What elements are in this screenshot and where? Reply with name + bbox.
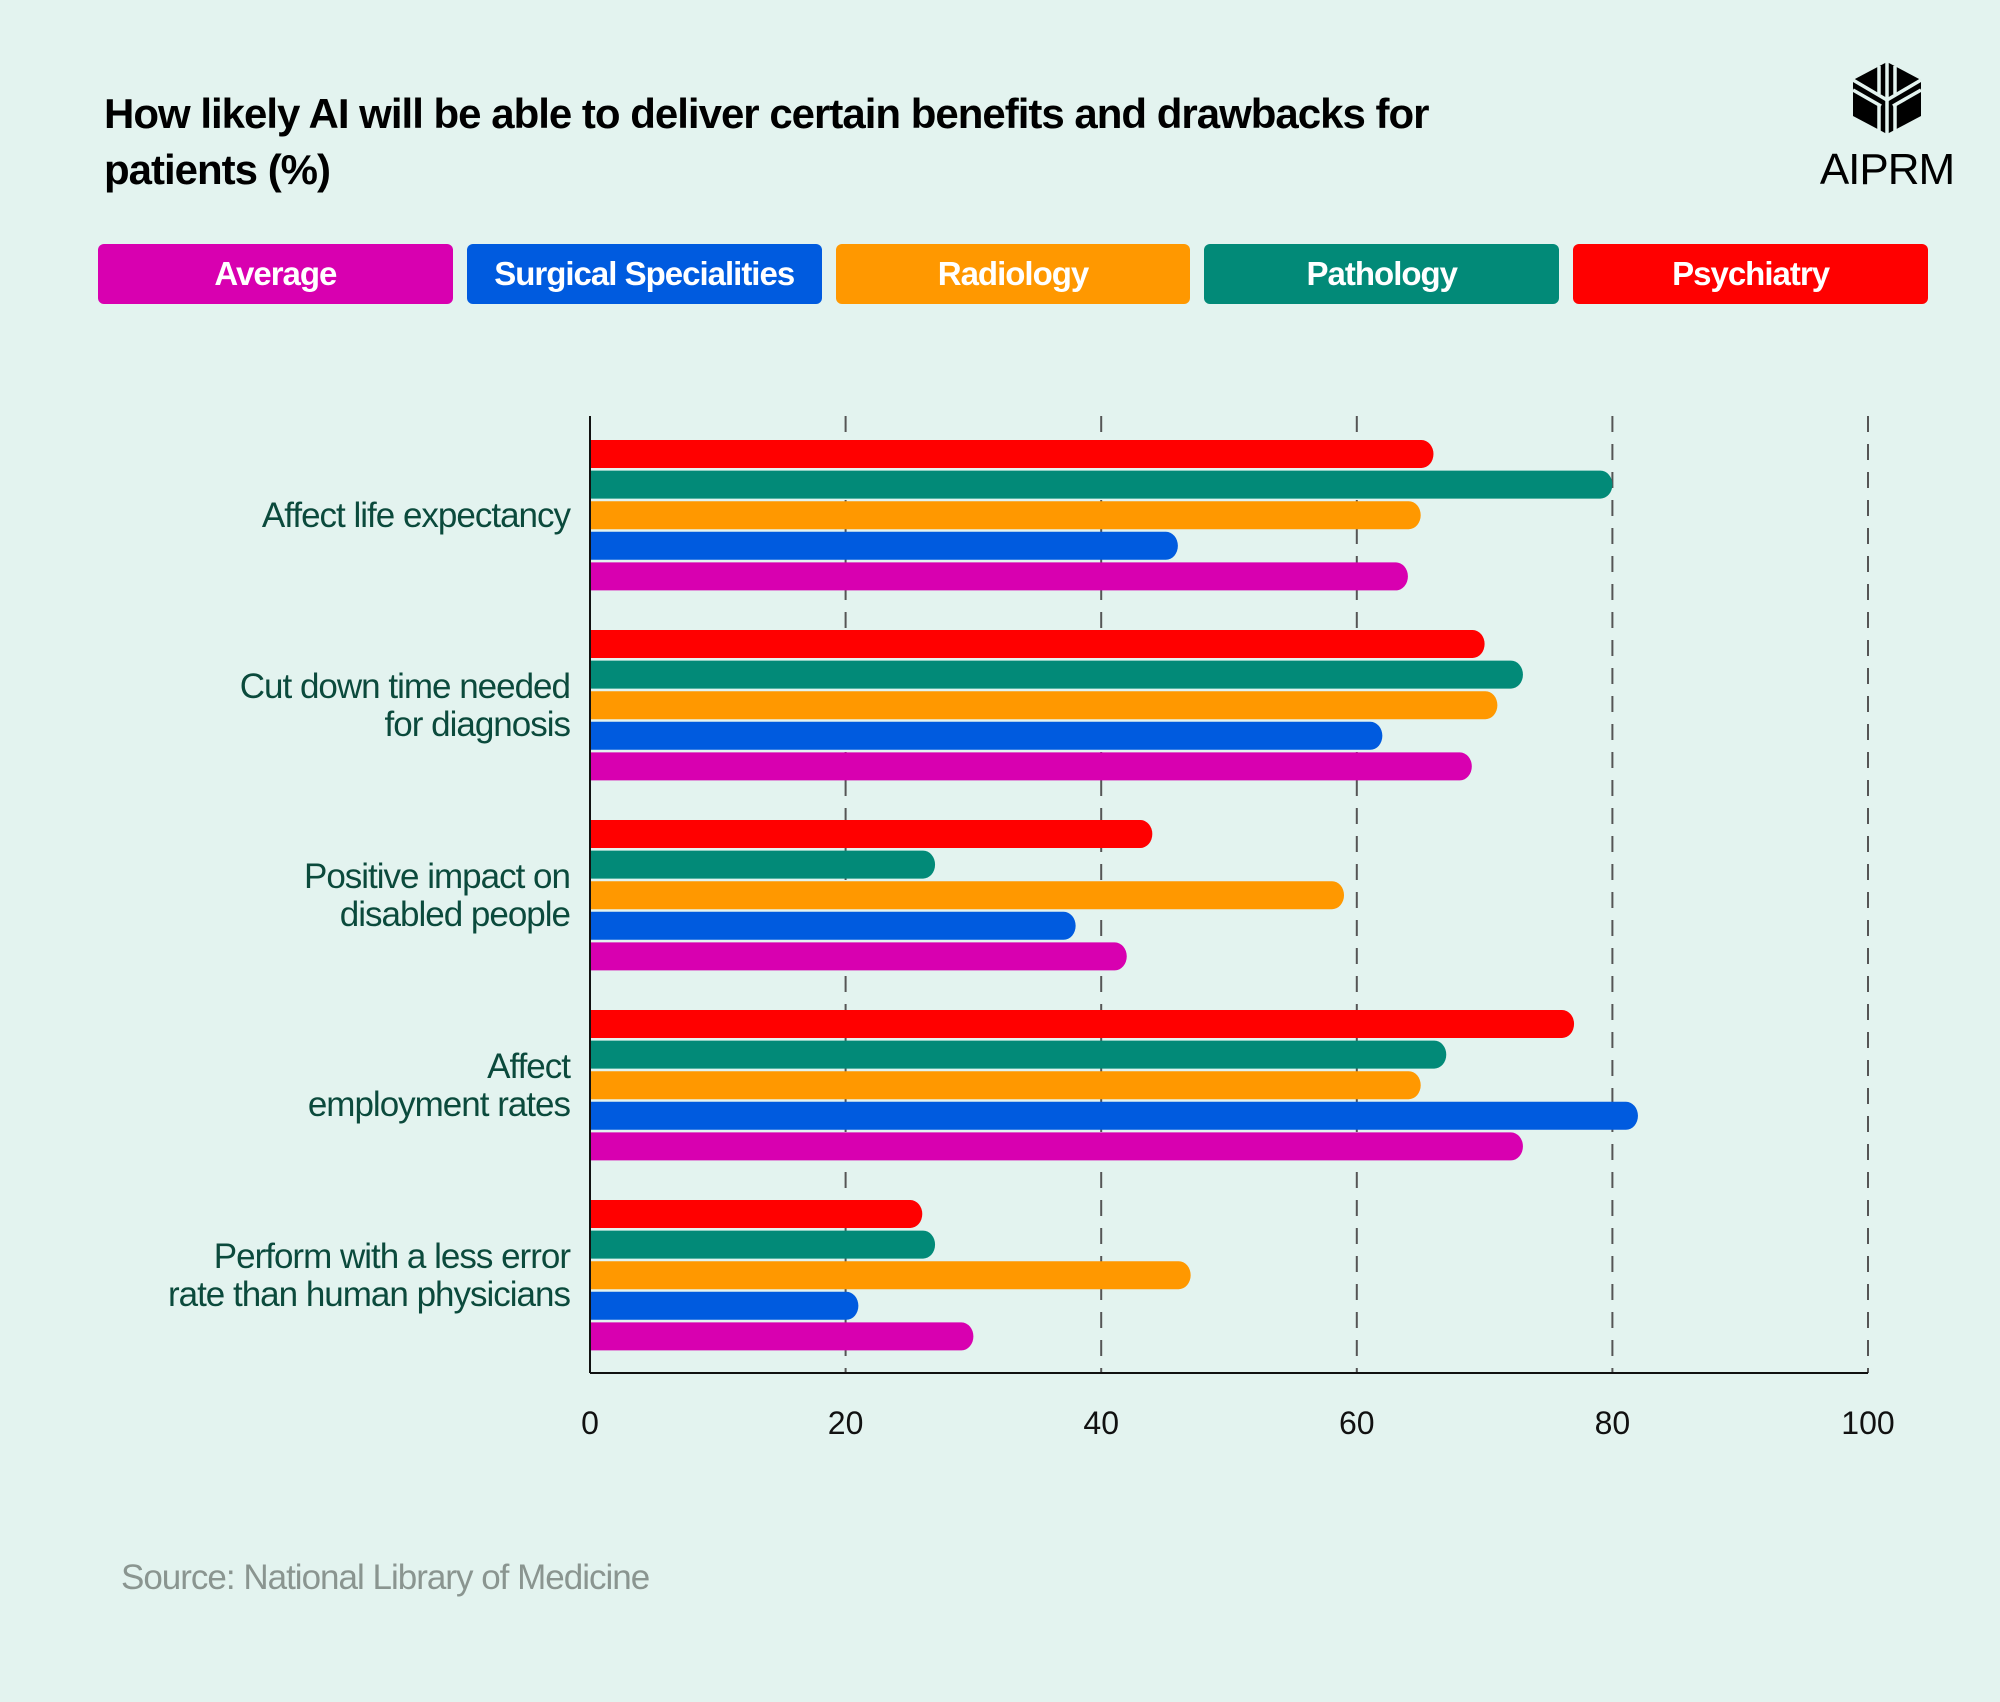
chart-title: How likely AI will be able to deliver ce… [104, 90, 1430, 193]
category-label: Positive impact on [304, 857, 570, 896]
category-label: Affect [487, 1047, 571, 1086]
bar-average [589, 562, 1408, 591]
bar-pathology [589, 660, 1523, 689]
bar-pathology [590, 850, 936, 879]
x-tick-label: 100 [1841, 1405, 1894, 1441]
bar-psychiatry [590, 1200, 923, 1228]
legend-item: Average [98, 244, 453, 304]
x-tick-label: 40 [1083, 1405, 1119, 1441]
bar-pathology [590, 1040, 1447, 1069]
x-tick-label: 60 [1339, 1405, 1375, 1441]
bar-radiology [589, 1261, 1191, 1290]
bar-radiology [590, 881, 1345, 910]
legend-item: Surgical Specialities [466, 244, 822, 304]
legend-item: Psychiatry [1573, 244, 1928, 304]
category-label: Affect life expectancy [262, 496, 572, 535]
category-label: rate than human physicians [168, 1275, 571, 1314]
logo: AIPRM [1812, 60, 1962, 195]
bar-surgical-specialities [590, 1101, 1638, 1130]
bar-average [589, 1132, 1523, 1161]
bar-surgical-specialities [590, 911, 1076, 940]
category-label: employment rates [308, 1085, 571, 1124]
category-label: Cut down time needed [240, 667, 570, 706]
bar-psychiatry [590, 630, 1485, 658]
bar-average [590, 942, 1127, 971]
bar-radiology [589, 1071, 1421, 1100]
bar-radiology [589, 501, 1421, 530]
legend-item: Radiology [835, 244, 1191, 304]
bar-surgical-specialities [590, 1291, 859, 1320]
aiprm-cube-logo-icon [1852, 62, 1922, 134]
category-label: for diagnosis [385, 705, 571, 744]
bar-surgical-specialities [590, 531, 1178, 560]
legend: Average Surgical Specialities Radiology Pat… [98, 244, 1928, 304]
bar-radiology [590, 691, 1498, 720]
x-tick-label: 0 [581, 1405, 599, 1441]
bar-pathology [590, 1230, 936, 1259]
x-tick-label: 80 [1595, 1405, 1631, 1441]
bar-average [590, 752, 1472, 781]
bar-psychiatry [590, 820, 1153, 848]
bar-average [590, 1322, 974, 1351]
legend-item: Pathology [1204, 244, 1560, 304]
bar-psychiatry [590, 440, 1434, 468]
x-tick-label: 20 [828, 1405, 864, 1441]
category-label: disabled people [340, 895, 570, 934]
bar-surgical-specialities [590, 721, 1383, 750]
category-label: Perform with a less error [214, 1237, 572, 1276]
source-note: Source: National Library of Medicine [121, 1558, 650, 1597]
bar-psychiatry [590, 1010, 1575, 1038]
bar-pathology [590, 470, 1613, 499]
logo-text: AIPRM [1819, 145, 1955, 194]
